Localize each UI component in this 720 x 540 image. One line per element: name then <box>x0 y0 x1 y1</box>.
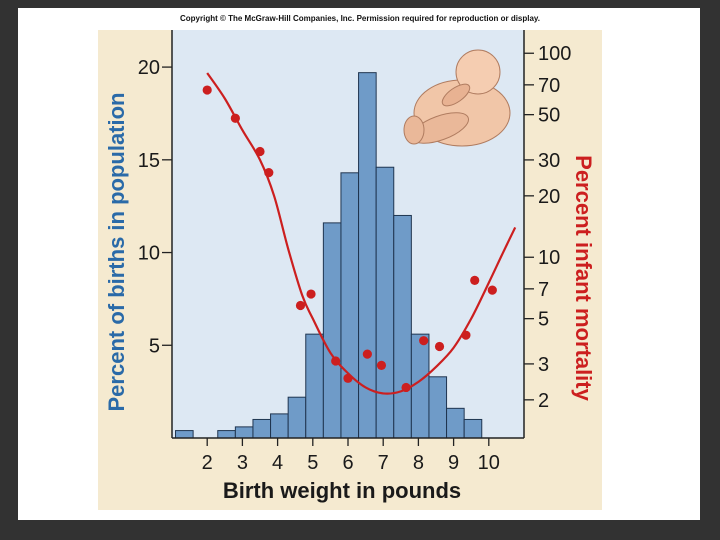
right-axis-label: Percent infant mortality <box>571 155 596 401</box>
histogram-bar-8 <box>322 222 342 439</box>
right-tick-label-20: 20 <box>538 186 560 208</box>
right-tick-label-5: 5 <box>538 309 549 331</box>
histogram-bar-15 <box>446 407 465 439</box>
mortality-point-3 <box>255 146 265 157</box>
histogram-bar-12 <box>393 214 412 439</box>
mortality-curve <box>206 72 517 395</box>
mortality-point-16 <box>487 285 497 295</box>
mortality-point-6 <box>306 289 316 299</box>
x-tick-label-2: 2 <box>202 452 213 474</box>
x-tick-label-6: 6 <box>342 452 353 474</box>
histogram-bar-16 <box>463 418 483 439</box>
mortality-point-11 <box>401 382 411 393</box>
histogram-bar-14 <box>428 376 448 439</box>
left-axis-ticks: 5 10 15 20 <box>138 57 172 357</box>
right-tick-label-70: 70 <box>538 75 560 97</box>
right-tick-label-100: 100 <box>538 43 571 65</box>
x-tick-label-3: 3 <box>237 452 248 474</box>
mortality-point-15 <box>470 275 480 286</box>
copyright-notice: Copyright © The McGraw-Hill Companies, I… <box>179 14 541 23</box>
right-tick-label-50: 50 <box>538 105 560 127</box>
histogram-bar-6 <box>287 396 307 439</box>
mortality-point-14 <box>461 330 471 340</box>
left-axis-label: Percent of births in population <box>104 93 129 412</box>
mortality-point-8 <box>343 373 353 383</box>
histogram-bar-10 <box>358 72 377 439</box>
histogram-bar-7 <box>305 333 324 439</box>
right-tick-label-7: 7 <box>538 279 549 301</box>
histogram-bar-2 <box>217 430 236 439</box>
x-tick-label-7: 7 <box>378 452 389 474</box>
x-tick-label-10: 10 <box>478 452 500 474</box>
histogram-bar-9 <box>340 172 360 439</box>
mortality-point-9 <box>362 349 372 359</box>
x-tick-label-9: 9 <box>448 452 459 474</box>
fetus-illustration <box>403 49 511 147</box>
right-tick-label-3: 3 <box>538 354 549 376</box>
histogram-bar-1 <box>175 430 194 439</box>
x-axis-ticks: 2 3 4 5 6 7 8 9 10 <box>202 438 500 474</box>
mortality-point-4 <box>264 167 274 178</box>
mortality-point-5 <box>295 300 306 311</box>
mortality-point-10 <box>376 360 387 371</box>
mortality-point-13 <box>434 341 445 352</box>
x-tick-label-8: 8 <box>413 452 424 474</box>
mortality-point-2 <box>230 113 240 123</box>
mortality-point-12 <box>419 336 429 346</box>
x-tick-label-5: 5 <box>307 452 318 474</box>
mortality-points <box>202 85 497 393</box>
x-tick-label-4: 4 <box>272 452 283 474</box>
right-tick-label-2: 2 <box>538 390 549 412</box>
mortality-point-7 <box>331 356 341 366</box>
histogram-bar-5 <box>270 413 289 439</box>
histogram-bar-3 <box>234 426 254 439</box>
right-tick-label-10: 10 <box>538 247 560 269</box>
left-tick-label-20: 20 <box>138 57 160 79</box>
left-tick-label-15: 15 <box>138 150 160 172</box>
right-axis-ticks: 2 3 5 7 10 20 30 50 70 100 <box>524 43 571 412</box>
left-tick-label-10: 10 <box>138 243 160 265</box>
left-tick-label-5: 5 <box>149 335 160 357</box>
x-axis-label: Birth weight in pounds <box>223 478 461 503</box>
right-tick-label-30: 30 <box>538 150 560 172</box>
mortality-point-1 <box>202 85 212 95</box>
histogram-bar-4 <box>252 418 272 439</box>
histogram-bar-11 <box>375 166 395 439</box>
